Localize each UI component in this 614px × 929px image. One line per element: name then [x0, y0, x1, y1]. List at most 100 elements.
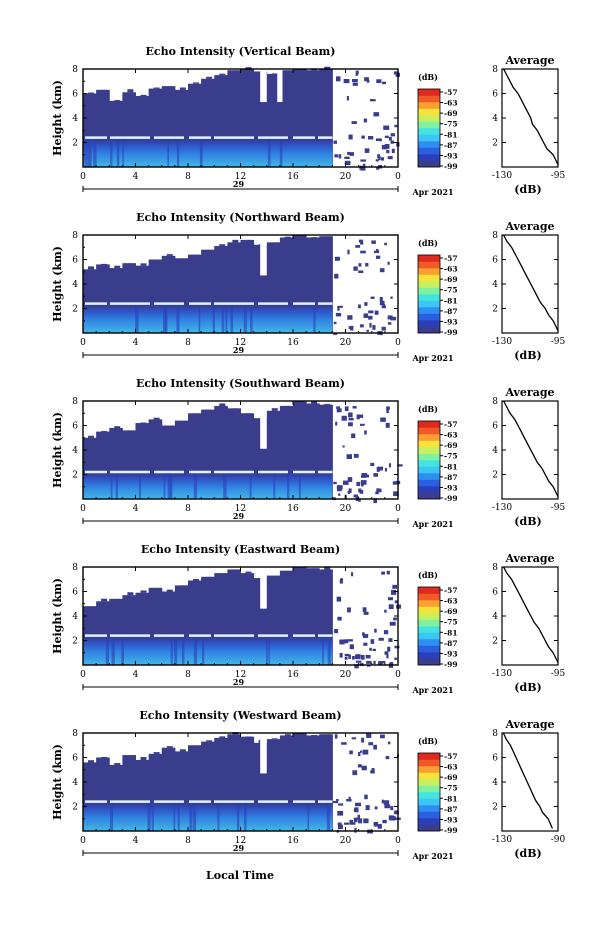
noise-pixel [350, 325, 354, 331]
noise-pixel [375, 159, 379, 162]
colorbar-segment [418, 160, 440, 168]
colorbar-segment [418, 268, 440, 275]
noise-pixel [346, 95, 349, 101]
noise-pixel [368, 310, 374, 314]
y-tick-label: 2 [72, 471, 78, 481]
y-tick-label: 2 [72, 803, 78, 813]
x-tick-label: 8 [185, 504, 191, 514]
streak [298, 472, 301, 499]
noise-pixel [371, 767, 375, 771]
noise-pixel [360, 166, 366, 171]
avg-y-tick-label: 2 [492, 637, 498, 647]
noise-pixel [355, 245, 361, 248]
colorbar-tick-label: -57 [444, 88, 458, 97]
noise-pixel [337, 810, 344, 816]
noise-pixel [378, 637, 384, 641]
data-gap [277, 69, 283, 103]
noise-pixel [364, 77, 369, 82]
noise-pixel [390, 140, 395, 144]
colorbar-segment [418, 492, 440, 500]
colorbar-tick-label: -57 [444, 420, 458, 429]
echo-step [271, 738, 278, 740]
day-label: 29 [233, 677, 245, 687]
noise-pixel [385, 422, 390, 428]
streak [147, 801, 151, 831]
noise-pixel [383, 630, 389, 635]
noise-pixel [386, 570, 390, 575]
noise-pixel [369, 99, 376, 102]
streak [221, 303, 225, 333]
x-tick-label: 20 [340, 504, 352, 514]
noise-pixel [334, 256, 340, 261]
colorbar-frame [417, 420, 441, 500]
colorbar-tick-label: -93 [444, 317, 458, 326]
streak [189, 801, 193, 831]
noise-pixel [348, 412, 353, 418]
noise-pixel [379, 296, 383, 302]
noise-pixel [352, 82, 358, 86]
noise-pixel [377, 154, 380, 159]
y-tick-label: 6 [72, 256, 78, 266]
noise-pixel [394, 810, 399, 815]
colorbar-segment [418, 102, 440, 109]
y-axis-label: Height (km) [51, 578, 64, 654]
average-frame [501, 732, 559, 832]
streak [176, 303, 180, 333]
panel-title: Echo Intensity (Eastward Beam) [141, 543, 340, 556]
x-axis-label: Local Time [206, 869, 274, 882]
y-tick-label: 8 [72, 397, 78, 407]
streak [105, 635, 109, 665]
colorbar-tick-label: -93 [444, 483, 458, 492]
noise-pixel [348, 134, 353, 140]
colorbar-units: (dB) [418, 570, 438, 580]
colorbar-segment [418, 440, 440, 448]
noise-pixel [387, 646, 391, 652]
echo-step [219, 244, 226, 247]
noise-pixel [348, 422, 353, 427]
noise-pixel [363, 474, 370, 478]
colorbar-tick-label: -63 [444, 431, 458, 440]
x-tick-label: 20 [340, 338, 352, 348]
echo-step [245, 67, 252, 70]
echo-step [114, 100, 121, 101]
streak [286, 472, 290, 499]
colorbar-tick-label: -75 [444, 618, 458, 627]
noise-pixel [366, 733, 372, 738]
x-tick-label: 0 [395, 670, 401, 680]
data-gap [260, 69, 267, 103]
y-tick-label: 2 [72, 305, 78, 315]
streak [122, 137, 124, 167]
echo-step [140, 757, 147, 761]
echo-step [88, 435, 94, 438]
x-tick-label: 0 [80, 504, 86, 514]
noise-pixel [351, 79, 358, 83]
avg-x-tick-label: -130 [492, 669, 512, 679]
noise-pixel [353, 453, 359, 458]
streak [198, 303, 201, 333]
noise-pixel [333, 321, 337, 325]
echo-step [166, 254, 173, 256]
streak [173, 801, 176, 831]
streak [182, 635, 185, 665]
noise-pixel [384, 467, 387, 472]
avg-x-axis-label: (dB) [514, 349, 541, 362]
noise-pixel [336, 798, 339, 802]
noise-pixel [337, 824, 343, 830]
colorbar-segment [418, 281, 440, 288]
noise-pixel [370, 462, 375, 467]
echo-step [193, 579, 199, 581]
colorbar-segment [418, 766, 440, 773]
noise-pixel [394, 657, 397, 660]
colorbar-tick-label: -99 [444, 826, 458, 835]
x-tick-label: 20 [340, 670, 352, 680]
avg-y-tick-label: 8 [492, 397, 498, 407]
echo-step [271, 408, 278, 411]
echo-step [219, 403, 226, 406]
colorbar-segment [418, 307, 440, 314]
x-tick-label: 0 [80, 172, 86, 182]
echo-step [127, 592, 134, 596]
avg-x-tick-label: -130 [492, 337, 512, 347]
noise-pixel [370, 296, 375, 299]
average-title: Average [504, 54, 554, 67]
noise-pixel [374, 806, 378, 810]
